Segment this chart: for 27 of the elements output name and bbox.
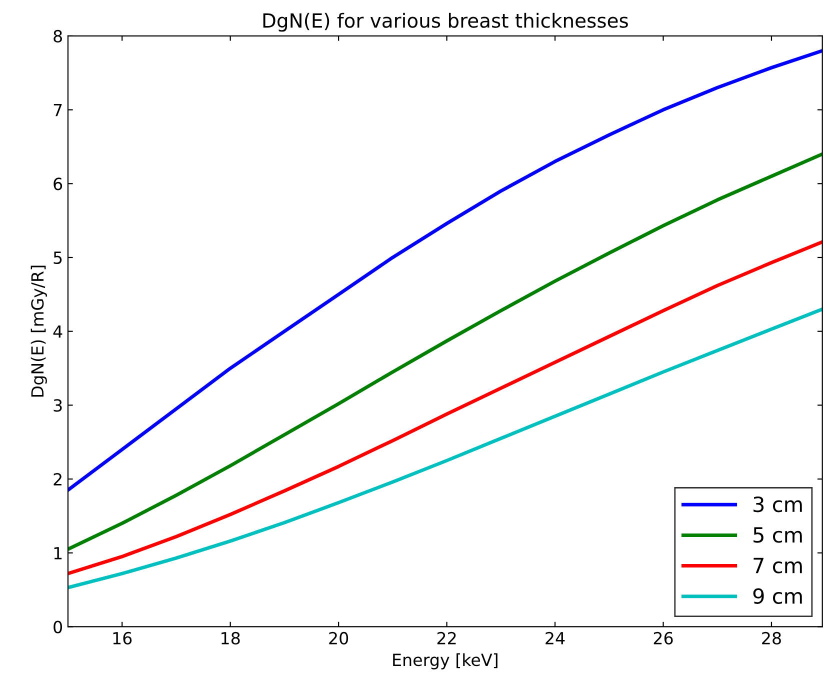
- line-series: [68, 307, 822, 590]
- x-tick-label: 26: [654, 632, 673, 644]
- y-tick-label: 0: [54, 620, 62, 634]
- y-tick-label: 4: [53, 326, 62, 338]
- x-tick-label: 20: [329, 632, 348, 644]
- y-tick-label: 1: [54, 547, 62, 560]
- y-tick-label: 5: [54, 252, 62, 264]
- chart-title: DgN(E) for various breast thicknesses: [263, 12, 628, 32]
- legend-label: 7 cm: [754, 558, 802, 574]
- y-tick-label: 8: [54, 30, 62, 42]
- y-axis-title: DgN(E) [mGy/R]: [30, 266, 47, 397]
- y-tick-label: 3: [54, 399, 62, 412]
- x-axis-title: Energy [keV]: [393, 653, 498, 670]
- line-series: [68, 48, 822, 492]
- x-tick-label: 24: [546, 632, 565, 644]
- line-series: [68, 240, 822, 576]
- line-series: [68, 152, 822, 551]
- x-tick-label: 28: [762, 632, 781, 644]
- y-tick-label: 6: [54, 178, 62, 190]
- x-tick-label: 18: [222, 632, 240, 644]
- y-tick-label: 2: [54, 473, 62, 486]
- legend-label: 9 cm: [753, 588, 802, 604]
- legend-label: 5 cm: [754, 527, 802, 543]
- x-tick-label: 16: [113, 632, 132, 644]
- y-tick-label: 7: [54, 104, 62, 116]
- x-tick-label: 22: [437, 632, 456, 644]
- legend-label: 3 cm: [754, 496, 802, 512]
